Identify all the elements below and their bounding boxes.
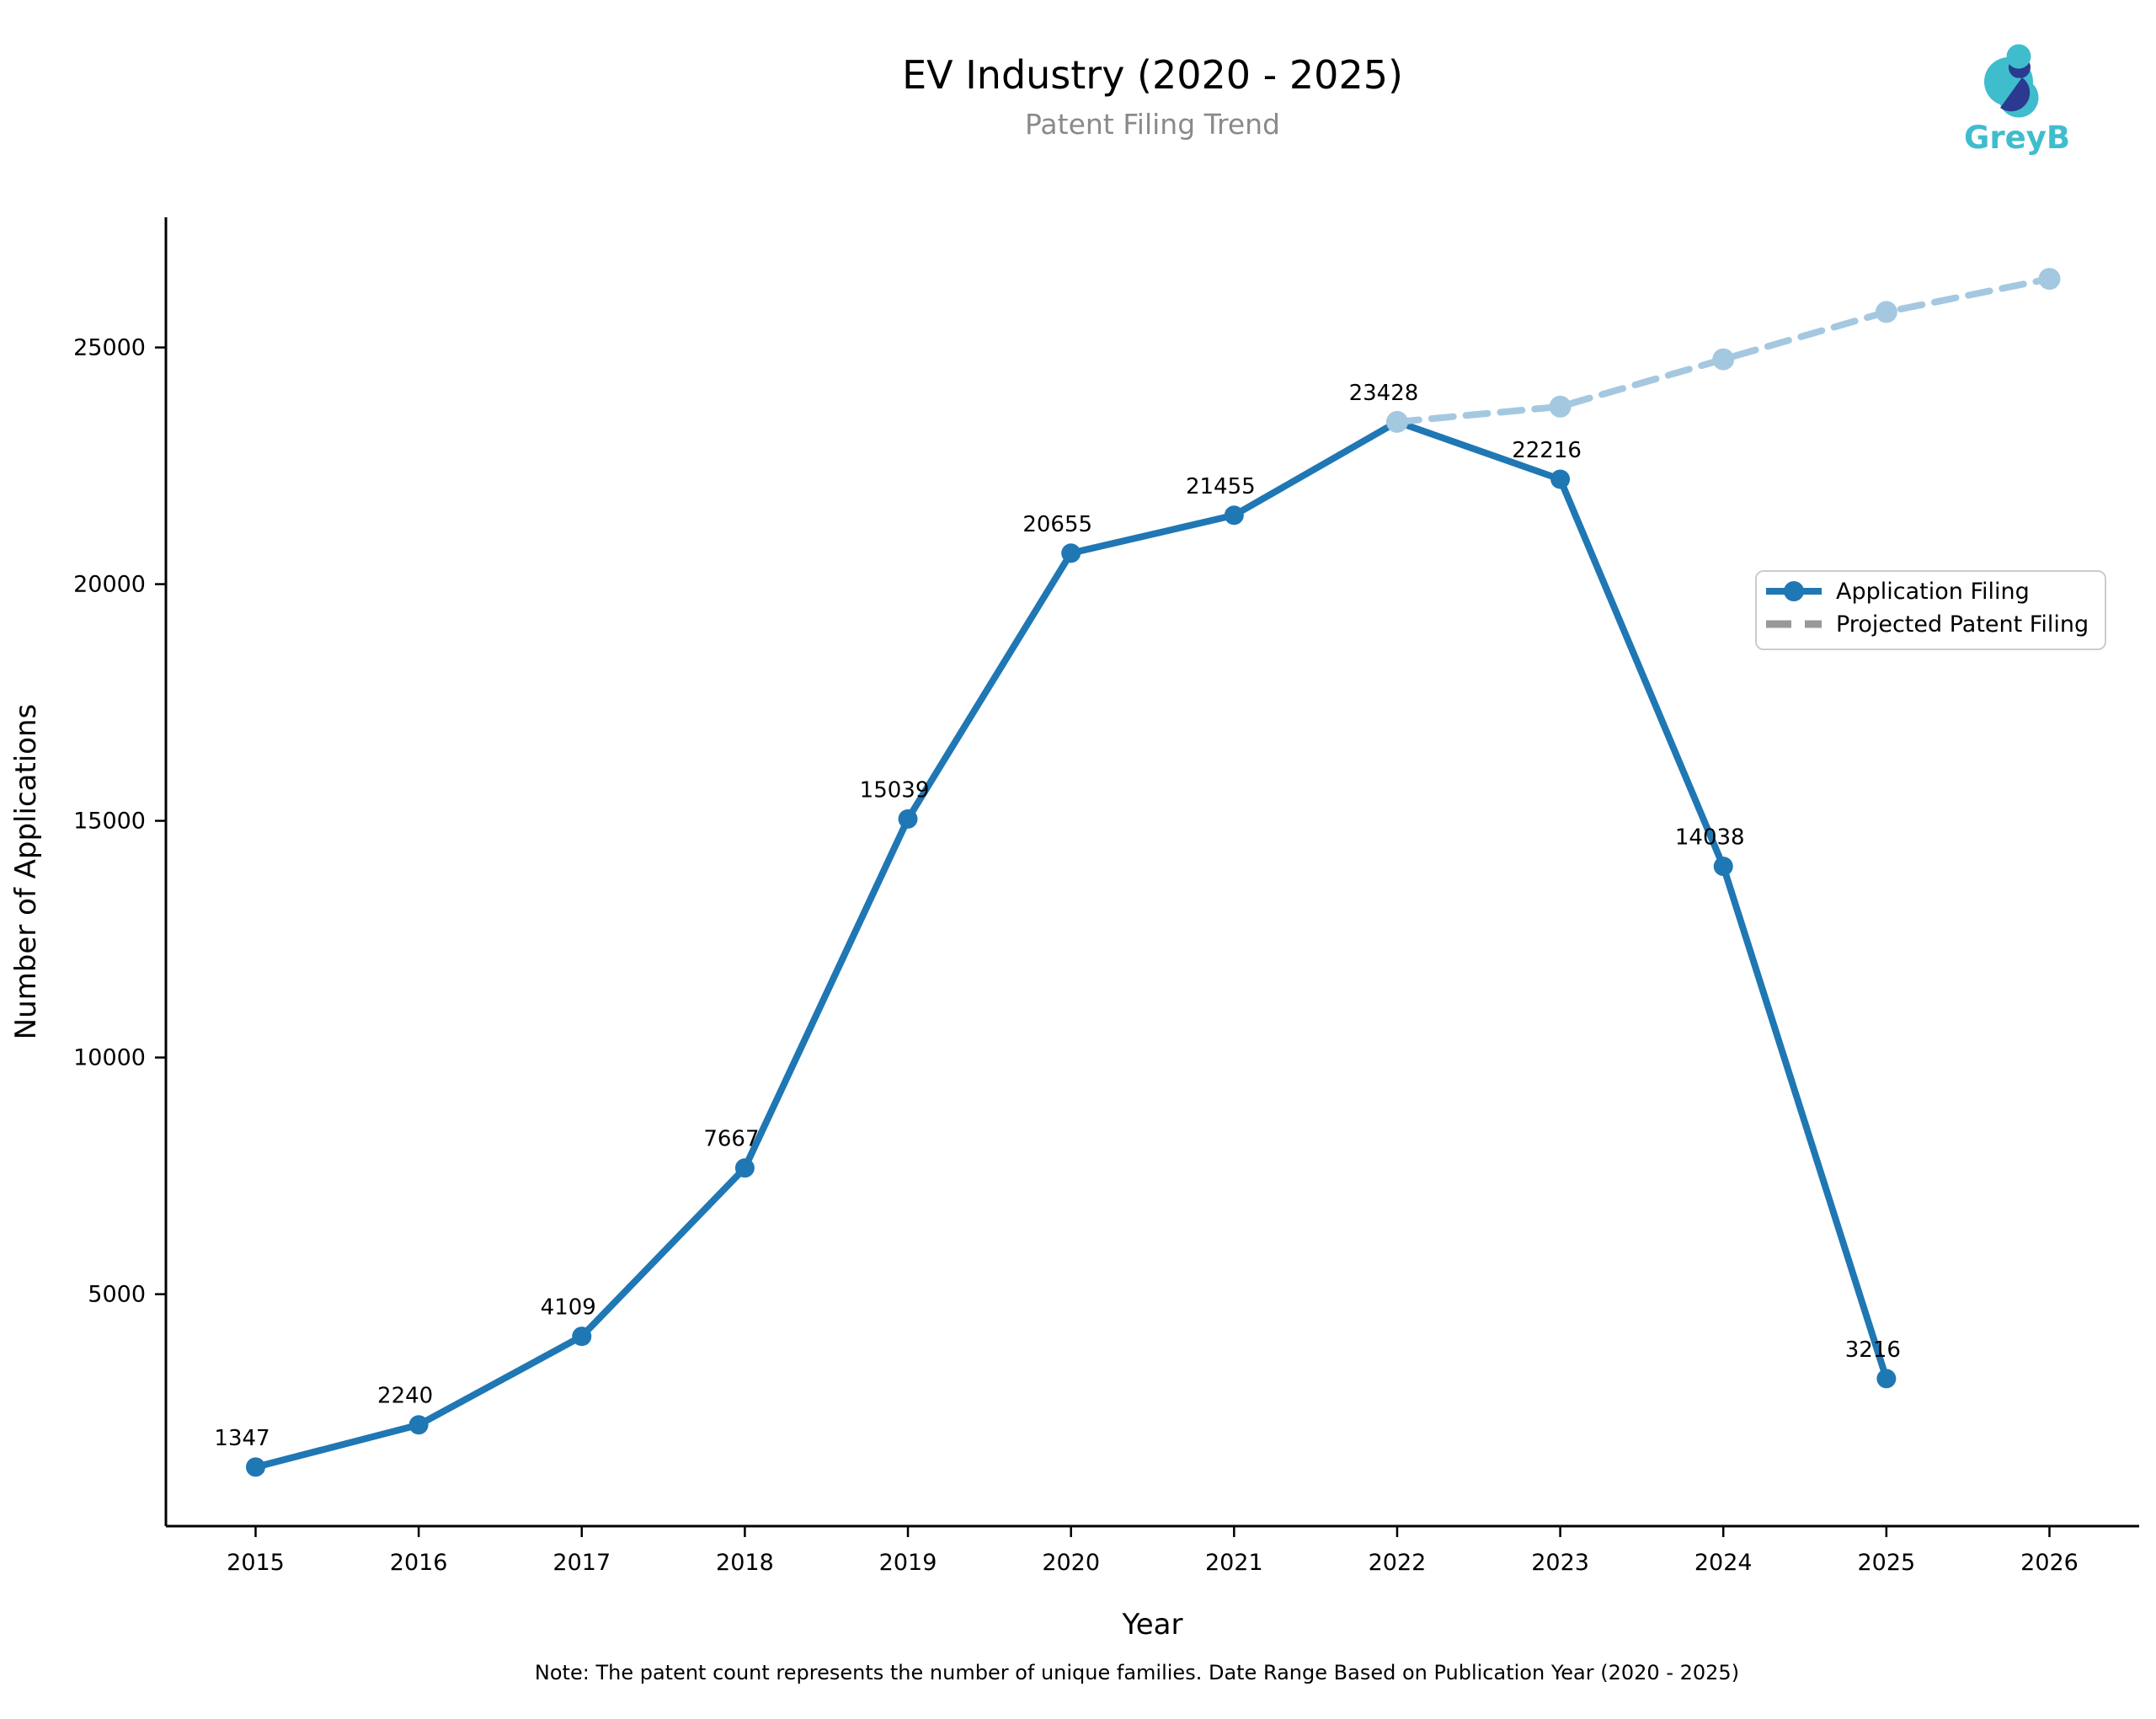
- x-tick-label: 2024: [1694, 1550, 1753, 1576]
- application-data-point: [246, 1457, 265, 1477]
- application-filing-line: [252, 418, 1890, 1471]
- x-tick-label: 2023: [1531, 1550, 1589, 1576]
- x-tick-label: 2021: [1205, 1550, 1263, 1576]
- x-tick-label: 2026: [2020, 1550, 2079, 1576]
- footnote: Note: The patent count represents the nu…: [534, 1661, 1740, 1684]
- data-point-label: 3216: [1845, 1337, 1901, 1363]
- legend-item-label: Application Filing: [1836, 579, 2030, 605]
- x-tick-label: 2020: [1042, 1550, 1100, 1576]
- y-tick-label: 5000: [88, 1282, 146, 1308]
- x-tick-label: 2025: [1858, 1550, 1916, 1576]
- x-tick-label: 2019: [879, 1550, 937, 1576]
- x-tick-label: 2016: [390, 1550, 448, 1576]
- greyb-logo-text: GreyB: [1963, 120, 2071, 156]
- logo-navy-halfdisc: [2000, 77, 2031, 112]
- data-point-label: 14038: [1675, 825, 1745, 851]
- application-data-point: [1061, 543, 1081, 563]
- x-tick-label: 2022: [1369, 1550, 1427, 1576]
- greyb-logo-icon: [1971, 24, 2114, 163]
- legend-application-marker: [1784, 581, 1804, 601]
- legend-box: [1755, 570, 2106, 650]
- data-point-label: 20655: [1022, 512, 1092, 537]
- application-data-point: [1713, 857, 1733, 877]
- y-tick-label: 20000: [73, 572, 146, 598]
- data-point-label: 21455: [1186, 474, 1256, 499]
- y-tick-label: 25000: [73, 335, 146, 361]
- projected-data-point: [2038, 268, 2061, 291]
- data-point-label: 15039: [860, 777, 930, 803]
- projected-data-point: [1549, 395, 1572, 418]
- data-point-label: 22216: [1512, 438, 1582, 463]
- application-data-point: [408, 1415, 429, 1435]
- data-point-label: 2240: [377, 1384, 433, 1409]
- legend-item-label: Projected Patent Filing: [1836, 611, 2089, 638]
- logo-small-circle: [2006, 44, 2031, 69]
- x-tick-label: 2017: [552, 1550, 611, 1576]
- chart-subtitle: Patent Filing Trend: [1025, 108, 1280, 141]
- x-tick-label: 2015: [227, 1550, 285, 1576]
- y-tick-label: 10000: [73, 1045, 146, 1071]
- application-data-point: [734, 1158, 755, 1178]
- x-axis-title: Year: [1122, 1608, 1183, 1642]
- x-tick-label: 2018: [716, 1550, 774, 1576]
- application-data-point: [1876, 1369, 1897, 1389]
- application-data-point: [1550, 469, 1571, 489]
- chart-title: EV Industry (2020 - 2025): [902, 52, 1403, 98]
- y-tick-label: 15000: [73, 809, 146, 835]
- application-data-point: [1224, 505, 1244, 526]
- application-data-point: [572, 1327, 592, 1347]
- data-point-label: 7667: [703, 1127, 759, 1152]
- projected-data-point: [1385, 410, 1408, 433]
- application-data-point: [898, 809, 918, 829]
- projected-data-point: [1712, 348, 1735, 371]
- y-axis-title: Number of Applications: [9, 704, 43, 1040]
- data-point-label: 4109: [541, 1295, 596, 1321]
- data-point-label: 23428: [1349, 381, 1419, 406]
- data-point-label: 1347: [214, 1426, 270, 1451]
- projected-data-point: [1875, 301, 1897, 323]
